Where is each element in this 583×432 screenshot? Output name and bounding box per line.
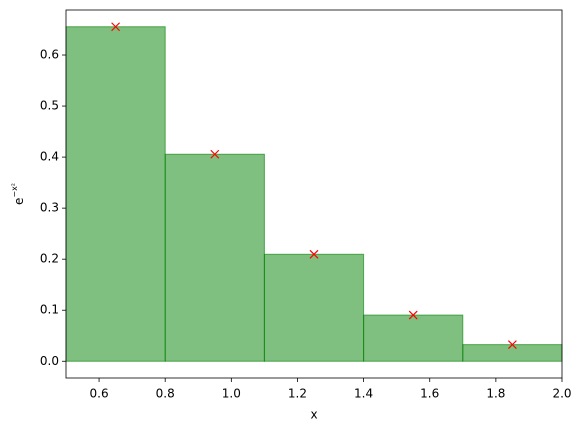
marker [408, 310, 418, 320]
bar [65, 26, 166, 362]
marker [210, 149, 220, 159]
x-tick-label: 2.0 [552, 387, 571, 401]
bar [363, 314, 464, 362]
y-label-base: e [12, 198, 26, 205]
y-tick-label: 0.4 [40, 150, 59, 164]
y-tick-label: 0.3 [40, 201, 59, 215]
bar [462, 344, 563, 362]
marker [309, 249, 319, 259]
y-tick-label: 0.6 [40, 48, 59, 62]
x-tick-label: 1.2 [288, 387, 307, 401]
x-tick-label: 0.6 [90, 387, 109, 401]
x-tick-label: 0.8 [156, 387, 175, 401]
bar [263, 253, 365, 362]
x-tick-label: 1.4 [354, 387, 373, 401]
x-axis-label: x [310, 408, 317, 422]
y-axis-label: e−x² [10, 183, 26, 205]
marker [507, 340, 517, 350]
y-tick-label: 0.5 [40, 99, 59, 113]
plot-frame [65, 9, 563, 379]
y-label-exponent: −x² [10, 183, 19, 198]
y-tick-label: 0.2 [40, 252, 59, 266]
x-tick-label: 1.6 [420, 387, 439, 401]
y-tick-label: 0.0 [40, 354, 59, 368]
y-tick-label: 0.1 [40, 303, 59, 317]
x-tick-label: 1.0 [222, 387, 241, 401]
marker [111, 22, 121, 32]
x-tick-label: 1.8 [486, 387, 505, 401]
y-axis-label-text: e−x² [10, 183, 26, 205]
bar [164, 153, 265, 362]
